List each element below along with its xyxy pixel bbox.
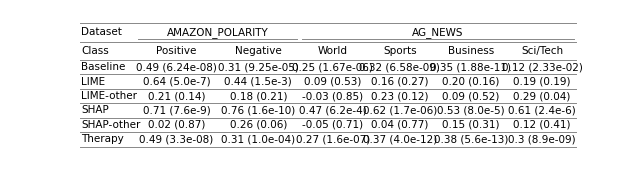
Text: 0.16 (0.27): 0.16 (0.27) (371, 77, 429, 87)
Text: SHAP-other: SHAP-other (81, 120, 141, 130)
Text: 0.09 (0.52): 0.09 (0.52) (442, 91, 500, 101)
Text: Sci/Tech: Sci/Tech (521, 46, 563, 56)
Text: Positive: Positive (156, 46, 197, 56)
Text: LIME-other: LIME-other (81, 91, 138, 101)
Text: 0.47 (6.2e-4): 0.47 (6.2e-4) (299, 105, 367, 115)
Text: AG_NEWS: AG_NEWS (412, 27, 463, 38)
Text: 0.27 (1.6e-07): 0.27 (1.6e-07) (296, 134, 370, 144)
Text: World: World (317, 46, 348, 56)
Text: 0.35 (1.88e-11): 0.35 (1.88e-11) (430, 62, 511, 72)
Text: 0.15 (0.31): 0.15 (0.31) (442, 120, 500, 130)
Text: 0.64 (5.0e-7): 0.64 (5.0e-7) (143, 77, 211, 87)
Text: 0.12 (2.33e-02): 0.12 (2.33e-02) (502, 62, 582, 72)
Text: 0.61 (2.4e-6): 0.61 (2.4e-6) (508, 105, 576, 115)
Text: 0.49 (3.3e-08): 0.49 (3.3e-08) (140, 134, 214, 144)
Text: 0.29 (0.04): 0.29 (0.04) (513, 91, 571, 101)
Text: Negative: Negative (235, 46, 282, 56)
Text: LIME: LIME (81, 77, 106, 87)
Text: 0.25 (1.67e-06): 0.25 (1.67e-06) (292, 62, 373, 72)
Text: 0.49 (6.24e-08): 0.49 (6.24e-08) (136, 62, 217, 72)
Text: 0.19 (0.19): 0.19 (0.19) (513, 77, 571, 87)
Text: 0.31 (9.25e-05): 0.31 (9.25e-05) (218, 62, 299, 72)
Text: 0.23 (0.12): 0.23 (0.12) (371, 91, 429, 101)
Text: SHAP: SHAP (81, 105, 109, 115)
Text: Business: Business (448, 46, 494, 56)
Text: 0.09 (0.53): 0.09 (0.53) (304, 77, 362, 87)
Text: -0.05 (0.71): -0.05 (0.71) (302, 120, 364, 130)
Text: 0.12 (0.41): 0.12 (0.41) (513, 120, 571, 130)
Text: 0.20 (0.16): 0.20 (0.16) (442, 77, 500, 87)
Text: Class: Class (81, 46, 109, 56)
Text: Sports: Sports (383, 46, 417, 56)
Text: 0.53 (8.0e-5): 0.53 (8.0e-5) (437, 105, 505, 115)
Text: 0.31 (1.0e-04): 0.31 (1.0e-04) (221, 134, 295, 144)
Text: 0.04 (0.77): 0.04 (0.77) (371, 120, 429, 130)
Text: 0.44 (1.5e-3): 0.44 (1.5e-3) (225, 77, 292, 87)
Text: 0.32 (6.58e-09): 0.32 (6.58e-09) (360, 62, 440, 72)
Text: 0.37 (4.0e-12): 0.37 (4.0e-12) (363, 134, 437, 144)
Text: Baseline: Baseline (81, 62, 126, 72)
Text: 0.02 (0.87): 0.02 (0.87) (148, 120, 205, 130)
Text: Therapy: Therapy (81, 134, 124, 144)
Text: -0.03 (0.85): -0.03 (0.85) (302, 91, 364, 101)
Text: 0.21 (0.14): 0.21 (0.14) (148, 91, 205, 101)
Text: 0.62 (1.7e-06): 0.62 (1.7e-06) (363, 105, 437, 115)
Text: 0.18 (0.21): 0.18 (0.21) (230, 91, 287, 101)
Text: 0.3 (8.9e-09): 0.3 (8.9e-09) (508, 134, 576, 144)
Text: 0.76 (1.6e-10): 0.76 (1.6e-10) (221, 105, 296, 115)
Text: AMAZON_POLARITY: AMAZON_POLARITY (166, 27, 268, 38)
Text: Dataset: Dataset (81, 28, 122, 38)
Text: 0.71 (7.6e-9): 0.71 (7.6e-9) (143, 105, 211, 115)
Text: 0.26 (0.06): 0.26 (0.06) (230, 120, 287, 130)
Text: 0.38 (5.6e-13): 0.38 (5.6e-13) (434, 134, 508, 144)
